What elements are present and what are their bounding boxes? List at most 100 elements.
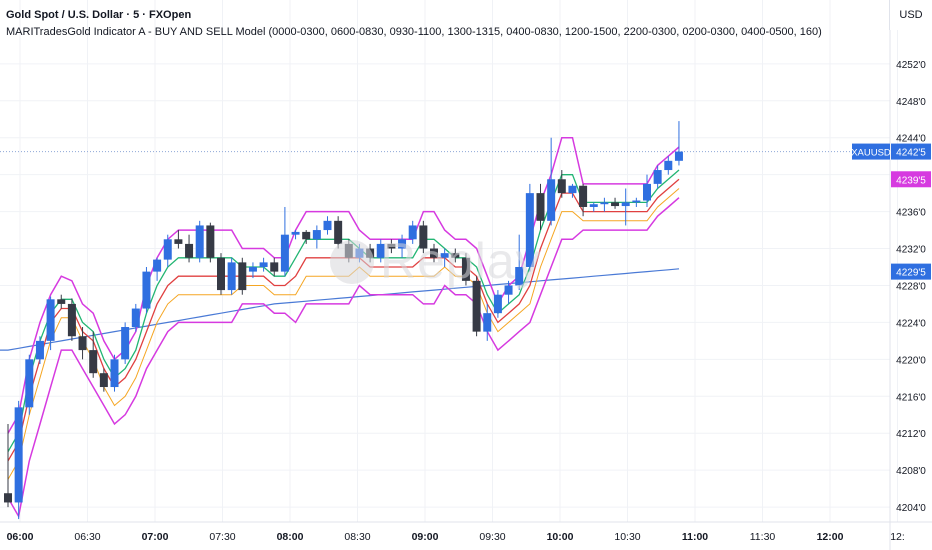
candle[interactable] xyxy=(99,368,108,392)
candle[interactable] xyxy=(185,234,194,263)
candle[interactable] xyxy=(664,156,673,175)
candle[interactable] xyxy=(621,188,630,226)
candle[interactable] xyxy=(515,234,524,291)
candle-body xyxy=(110,359,119,388)
candle-body xyxy=(643,183,651,201)
candle-body xyxy=(653,170,662,184)
candle[interactable] xyxy=(78,327,87,360)
candle[interactable] xyxy=(408,220,417,244)
candle-body xyxy=(355,248,364,258)
candle[interactable] xyxy=(57,294,66,309)
candle[interactable] xyxy=(398,234,407,258)
indicator-legend[interactable]: MARITradesGold Indicator A - BUY AND SEL… xyxy=(6,26,822,38)
candle-body xyxy=(312,230,321,240)
candle[interactable] xyxy=(344,239,353,263)
candle[interactable] xyxy=(653,165,662,189)
candle[interactable] xyxy=(525,183,534,272)
price-badge-label: 4229'5 xyxy=(896,268,926,279)
candle[interactable] xyxy=(376,239,385,263)
time-tick-label: 08:00 xyxy=(277,531,304,543)
candle[interactable] xyxy=(217,253,225,295)
candle[interactable] xyxy=(280,206,289,277)
candle[interactable] xyxy=(472,276,481,337)
candle-body xyxy=(568,185,577,194)
price-badge-bg xyxy=(891,143,931,160)
candle[interactable] xyxy=(536,183,545,231)
candle[interactable] xyxy=(131,303,140,332)
price-badge-label: 4239'5 xyxy=(896,175,926,186)
candle[interactable] xyxy=(163,234,172,267)
candle[interactable] xyxy=(227,257,236,295)
candle[interactable] xyxy=(195,220,204,263)
candle[interactable] xyxy=(493,290,502,318)
symbol-title: Gold Spot / U.S. Dollar · 5 · FXOpen xyxy=(6,9,192,21)
candle[interactable] xyxy=(238,257,247,295)
candle-body xyxy=(259,262,268,267)
candle[interactable] xyxy=(504,280,513,304)
candle-body xyxy=(632,200,641,203)
candle-body xyxy=(153,259,162,272)
candle[interactable] xyxy=(483,303,492,341)
candle[interactable] xyxy=(600,197,609,212)
time-tick-label: 06:30 xyxy=(74,531,100,543)
candle[interactable] xyxy=(259,257,268,272)
candle[interactable] xyxy=(461,253,470,286)
candle[interactable] xyxy=(387,239,396,254)
candle[interactable] xyxy=(547,137,556,226)
currency-button[interactable]: USD xyxy=(889,0,932,30)
price-tick-label: 4232'0 xyxy=(896,245,926,256)
candle[interactable] xyxy=(46,296,55,351)
candle[interactable] xyxy=(14,400,23,520)
candle[interactable] xyxy=(121,322,130,364)
candle[interactable] xyxy=(440,248,449,267)
candle[interactable] xyxy=(674,121,683,166)
candle[interactable] xyxy=(174,230,183,249)
candle-body xyxy=(89,350,98,374)
candle[interactable] xyxy=(451,248,460,263)
candle[interactable] xyxy=(323,216,332,235)
candle-body xyxy=(163,239,172,260)
candle[interactable] xyxy=(153,257,162,281)
candle-body xyxy=(483,313,492,332)
candle[interactable] xyxy=(557,170,566,198)
candle[interactable] xyxy=(89,331,98,378)
candle[interactable] xyxy=(35,336,44,364)
candle[interactable] xyxy=(419,220,428,254)
candle[interactable] xyxy=(366,243,375,263)
candle[interactable] xyxy=(4,423,12,508)
candle[interactable] xyxy=(25,354,34,415)
candle-body xyxy=(4,493,12,503)
candle-body xyxy=(270,262,279,272)
candle[interactable] xyxy=(568,183,577,198)
candle[interactable] xyxy=(67,298,76,341)
time-tick-label: 11:00 xyxy=(682,531,708,543)
candle-body xyxy=(185,243,194,258)
candle-body xyxy=(67,303,76,337)
candle-body xyxy=(557,179,566,194)
candle[interactable] xyxy=(110,354,119,392)
candle[interactable] xyxy=(430,243,438,263)
candle[interactable] xyxy=(142,266,151,314)
candle[interactable] xyxy=(632,197,641,207)
symbol-badge-bg xyxy=(852,143,890,160)
candle-body xyxy=(472,280,481,332)
candle[interactable] xyxy=(589,202,598,212)
candle[interactable] xyxy=(248,262,257,279)
time-tick-label: 07:00 xyxy=(142,531,169,543)
candle[interactable] xyxy=(579,183,588,217)
candle[interactable] xyxy=(206,222,215,263)
candle[interactable] xyxy=(334,216,343,249)
candle[interactable] xyxy=(643,174,651,207)
candle[interactable] xyxy=(302,230,311,244)
price-badge: 4242'5 XAUUSD xyxy=(851,143,931,160)
candle[interactable] xyxy=(312,225,321,249)
candle[interactable] xyxy=(291,230,300,240)
candle[interactable] xyxy=(270,257,279,277)
candle-body xyxy=(461,257,470,281)
price-tick-label: 4220'0 xyxy=(896,355,926,366)
candle-body xyxy=(334,220,343,244)
price-badge-bg xyxy=(891,263,931,280)
candle-body xyxy=(57,299,66,304)
candle[interactable] xyxy=(611,197,620,209)
